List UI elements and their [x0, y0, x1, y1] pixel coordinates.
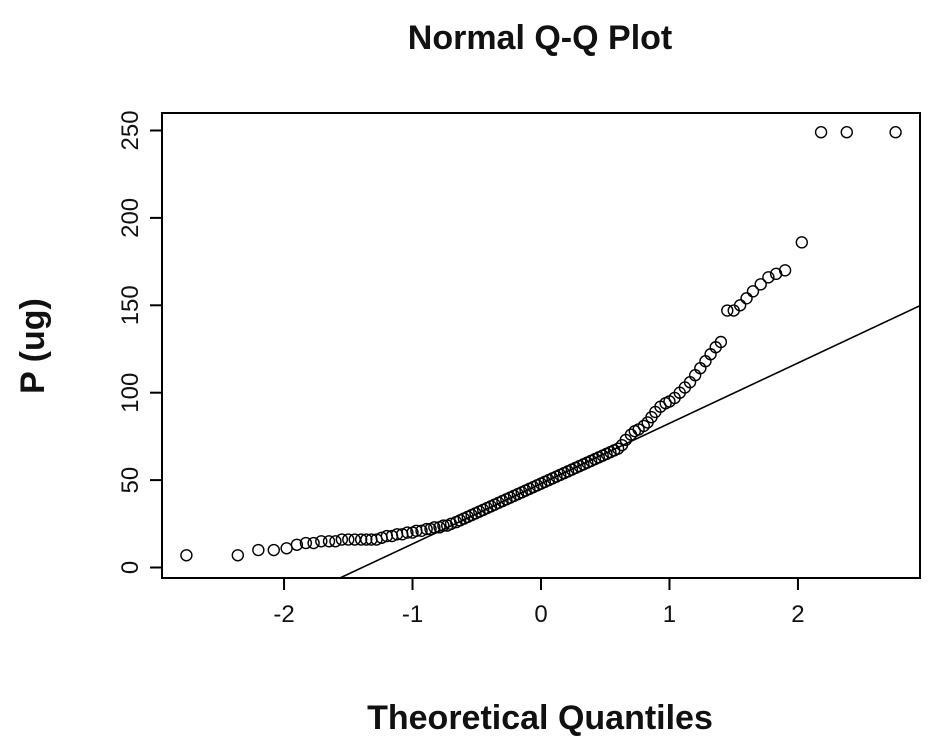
data-point — [329, 535, 342, 548]
y-tick-label: 200 — [117, 198, 144, 238]
points-layer — [180, 126, 902, 562]
data-point — [354, 533, 368, 546]
y-axis: 0 50 100 150 200 250 — [117, 110, 162, 574]
data-point — [231, 549, 245, 562]
x-tick-label: 0 — [534, 601, 547, 628]
x-tick-label: 1 — [663, 601, 676, 628]
data-point — [299, 536, 313, 550]
qq-reference-line — [340, 305, 919, 577]
y-tick-label: 150 — [117, 285, 144, 325]
data-point — [415, 524, 428, 538]
y-tick-label: 100 — [117, 373, 144, 413]
data-point — [762, 271, 775, 284]
data-point — [814, 126, 828, 139]
data-point — [437, 519, 450, 532]
y-axis-title: P (ug) — [14, 298, 52, 394]
data-point — [889, 126, 902, 139]
x-axis-title: Theoretical Quantiles — [367, 699, 713, 737]
data-point — [360, 533, 373, 546]
data-point — [746, 285, 760, 298]
data-point — [335, 533, 349, 546]
y-tick-label: 50 — [117, 467, 144, 494]
data-point — [721, 304, 734, 317]
data-point — [778, 264, 792, 277]
data-point — [714, 335, 728, 349]
x-tick-label: -2 — [273, 601, 294, 628]
data-point — [795, 236, 809, 249]
data-point — [342, 533, 355, 546]
data-point — [733, 299, 747, 312]
data-point — [840, 126, 853, 139]
data-point — [420, 522, 433, 536]
data-point — [401, 526, 414, 539]
data-point — [348, 533, 361, 546]
data-point — [307, 536, 320, 550]
data-point — [428, 521, 441, 534]
data-point — [611, 442, 625, 455]
data-point — [290, 538, 304, 551]
data-point — [315, 535, 328, 548]
y-tick-label: 0 — [117, 561, 144, 574]
y-tick-label: 250 — [117, 110, 144, 150]
data-point — [180, 549, 193, 562]
chart-title: Normal Q-Q Plot — [408, 19, 672, 57]
data-point — [280, 542, 293, 555]
x-tick-label: 2 — [791, 601, 804, 628]
data-point — [637, 419, 650, 433]
data-point — [322, 535, 336, 548]
plot-frame — [161, 112, 921, 579]
data-point — [740, 292, 753, 305]
reference-line-layer — [340, 305, 919, 577]
data-point — [252, 543, 265, 557]
x-axis: -2 -1 0 1 2 — [273, 577, 805, 628]
data-point — [267, 543, 280, 557]
x-tick-label: -1 — [402, 601, 423, 628]
data-point — [754, 278, 767, 291]
